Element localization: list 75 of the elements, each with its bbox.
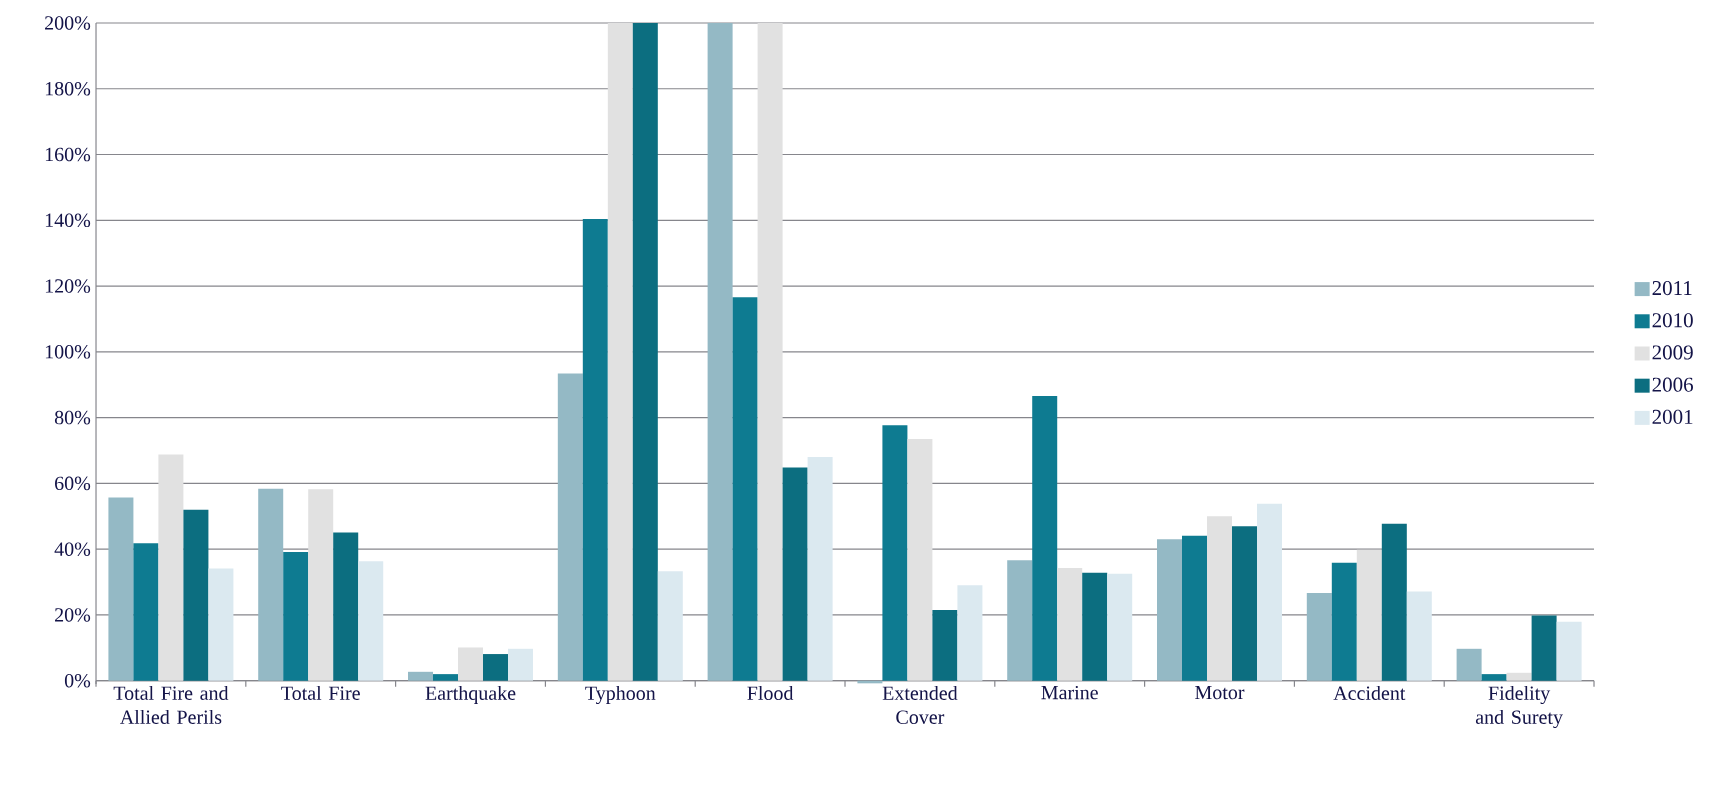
x-tick-label: Flood — [747, 685, 794, 700]
bar — [557, 373, 583, 681]
y-tick-label: 180% — [45, 81, 91, 96]
bar — [408, 671, 434, 681]
bar — [133, 543, 159, 681]
bar — [108, 497, 134, 681]
bar — [258, 488, 284, 681]
x-tick-label: Motor — [1195, 685, 1245, 700]
legend-label: 2011 — [1652, 280, 1692, 296]
y-tick-label: 120% — [45, 279, 91, 293]
x-tick-label: Typhoon — [585, 685, 656, 705]
x-tick-label: Marine — [1041, 685, 1098, 700]
bar — [458, 647, 484, 681]
bar — [283, 552, 309, 681]
x-tick-label: Earthquake — [425, 685, 516, 705]
bar — [158, 454, 184, 681]
legend-label: 2009 — [1652, 345, 1693, 360]
bar — [732, 297, 758, 681]
x-tick-label: Total Fire — [281, 685, 360, 700]
bar — [707, 22, 733, 681]
x-tick-label: Extended Cover — [882, 685, 958, 724]
bar — [1032, 395, 1058, 681]
bar — [358, 561, 384, 681]
bar — [1531, 615, 1557, 681]
bar — [1232, 526, 1258, 681]
bar — [1506, 672, 1532, 681]
legend-label: 2001 — [1652, 409, 1693, 424]
bar — [483, 654, 509, 681]
y-tick-label: 100% — [45, 345, 91, 359]
y-tick-label: 20% — [55, 608, 91, 622]
bar — [333, 532, 359, 681]
bar — [932, 609, 958, 681]
bar — [607, 22, 633, 681]
bar — [1331, 562, 1357, 681]
legend-label: 2010 — [1652, 313, 1693, 328]
bar — [1406, 591, 1432, 681]
bar — [757, 22, 783, 681]
y-tick-label: 200% — [45, 16, 91, 30]
bar — [957, 585, 983, 681]
x-tick-label: Fidelity and Surety — [1475, 685, 1563, 729]
bar — [1007, 560, 1033, 681]
bar — [183, 509, 209, 681]
bar — [1157, 539, 1183, 681]
x-tick-label: Accident — [1333, 685, 1406, 700]
bar — [782, 467, 808, 681]
bar — [1182, 535, 1208, 681]
bar — [1207, 516, 1233, 681]
bar — [508, 648, 534, 681]
bar — [807, 457, 833, 681]
legend-label: 2006 — [1652, 377, 1693, 392]
y-tick-label: 140% — [45, 213, 91, 228]
bar — [1107, 573, 1133, 681]
y-tick-label: 80% — [54, 410, 91, 425]
bar — [1257, 503, 1283, 681]
y-tick-label: 40% — [54, 542, 91, 556]
bar — [1481, 674, 1507, 681]
bar — [1556, 621, 1582, 681]
bar — [1057, 567, 1083, 681]
bar — [1082, 572, 1108, 681]
y-tick-label: 60% — [55, 476, 91, 491]
bar — [632, 22, 658, 681]
bar — [1456, 648, 1482, 681]
bar — [208, 568, 234, 681]
bar — [433, 674, 459, 681]
bar — [582, 218, 608, 681]
bar — [657, 571, 683, 681]
bar — [1356, 549, 1382, 681]
bar — [1306, 592, 1332, 681]
y-tick-label: 0% — [64, 673, 91, 688]
y-tick-label: 160% — [45, 147, 91, 162]
bar — [308, 489, 334, 681]
bar — [882, 425, 908, 681]
x-tick-label: Total Fire and Allied Perils — [113, 685, 229, 724]
bar — [1381, 523, 1407, 681]
bar — [907, 438, 933, 681]
